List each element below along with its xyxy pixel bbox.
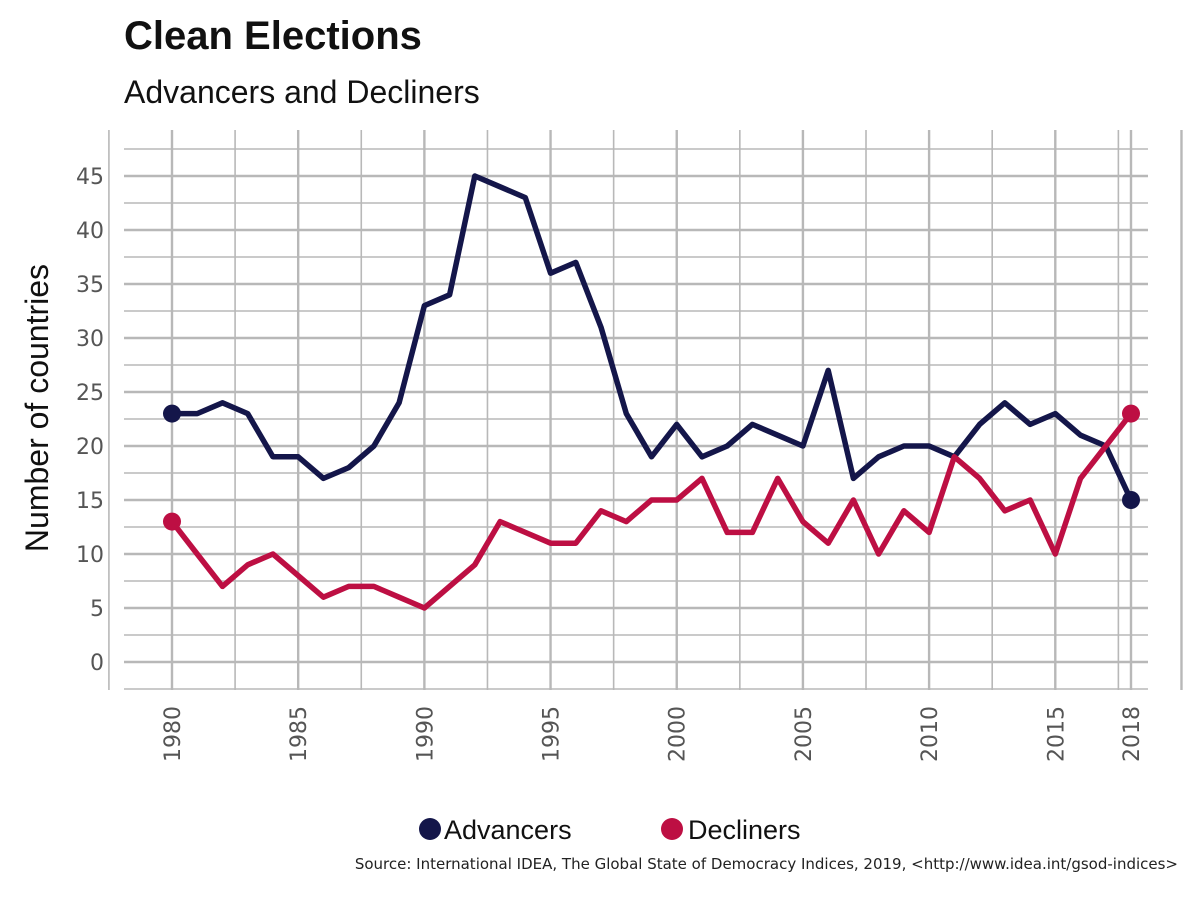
y-tick-label: 40 <box>76 219 104 244</box>
y-axis-label: Number of countries <box>19 264 55 552</box>
legend-swatch-decliners <box>661 818 683 840</box>
y-tick-label: 35 <box>76 273 104 298</box>
x-tick-label: 1990 <box>413 706 438 762</box>
series-point-advancers <box>163 404 181 423</box>
y-tick-label: 25 <box>76 381 104 406</box>
source-note: Source: International IDEA, The Global S… <box>354 855 1178 873</box>
y-tick-label: 30 <box>76 327 104 352</box>
y-tick-label: 5 <box>90 597 104 622</box>
x-tick-label: 2010 <box>918 706 943 762</box>
series-line-advancers <box>169 173 1134 503</box>
grid <box>108 130 1183 690</box>
legend: Advancers Decliners <box>419 815 801 845</box>
y-tick-label: 20 <box>76 435 104 460</box>
x-tick-label: 2015 <box>1044 706 1069 762</box>
chart-subtitle: Advancers and Decliners <box>124 74 480 110</box>
x-tick-label: 2005 <box>792 706 817 762</box>
legend-label-decliners: Decliners <box>688 815 801 845</box>
series-point-decliners <box>163 512 181 531</box>
x-tick-label: 2000 <box>666 706 691 762</box>
y-tick-label: 45 <box>76 165 104 190</box>
series-line-decliners <box>169 410 1134 611</box>
legend-label-advancers: Advancers <box>444 815 572 845</box>
legend-item-decliners: Decliners <box>661 815 801 845</box>
series-point-decliners <box>1122 404 1140 423</box>
y-tick-label: 10 <box>76 543 104 568</box>
x-tick-label: 1980 <box>161 706 186 762</box>
x-axis-ticks: 1980 1985 1990 1995 2000 2005 2010 2015 2018 <box>161 706 1145 762</box>
x-tick-label: 1985 <box>287 706 312 762</box>
y-tick-label: 0 <box>90 651 104 676</box>
y-tick-label: 15 <box>76 489 104 514</box>
x-tick-label: 2018 <box>1120 706 1145 762</box>
series-group <box>163 173 1140 611</box>
legend-swatch-advancers <box>419 818 441 840</box>
chart-title: Clean Elections <box>124 14 422 58</box>
x-tick-label: 1995 <box>540 706 565 762</box>
y-axis-ticks: 0 5 10 15 20 25 30 35 40 45 <box>76 165 104 676</box>
series-point-advancers <box>1122 491 1140 509</box>
legend-item-advancers: Advancers <box>419 815 572 845</box>
